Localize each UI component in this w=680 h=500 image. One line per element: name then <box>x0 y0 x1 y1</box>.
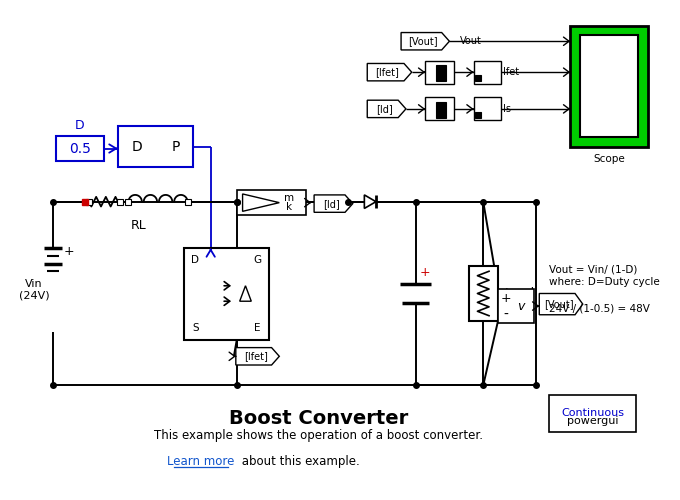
Text: +: + <box>64 246 74 258</box>
Bar <box>425 98 454 120</box>
Text: [Vout]: [Vout] <box>544 299 574 309</box>
Text: Vout: Vout <box>460 36 481 46</box>
Text: D: D <box>74 119 84 132</box>
Polygon shape <box>236 348 279 365</box>
Bar <box>56 136 104 161</box>
Bar <box>580 36 638 137</box>
Text: Load: Load <box>505 287 534 300</box>
Text: m: m <box>284 193 294 203</box>
Text: 0.5: 0.5 <box>69 142 91 156</box>
Text: +: + <box>500 292 511 305</box>
Bar <box>184 248 269 340</box>
Polygon shape <box>364 195 376 208</box>
Bar <box>237 190 307 215</box>
Text: 24V / (1-0.5) = 48V: 24V / (1-0.5) = 48V <box>549 303 650 313</box>
Text: [Id]: [Id] <box>376 104 393 114</box>
Text: Vin
(24V): Vin (24V) <box>18 280 49 301</box>
Text: powergui: powergui <box>566 416 618 426</box>
Text: where: D=Duty cycle: where: D=Duty cycle <box>549 277 660 287</box>
Text: RL: RL <box>131 219 147 232</box>
Text: Learn more: Learn more <box>167 455 235 468</box>
Text: Is: Is <box>503 104 511 114</box>
Text: G: G <box>253 254 261 264</box>
Text: k: k <box>286 202 292 212</box>
Text: Ifet: Ifet <box>503 67 519 77</box>
Polygon shape <box>243 194 279 212</box>
Bar <box>571 26 647 146</box>
Text: [Ifet]: [Ifet] <box>375 67 399 77</box>
Bar <box>118 126 193 167</box>
Text: Boost Converter: Boost Converter <box>229 410 409 428</box>
Bar <box>436 66 445 81</box>
Text: about this example.: about this example. <box>238 455 360 468</box>
Text: [Ifet]: [Ifet] <box>243 352 267 362</box>
Polygon shape <box>314 195 353 212</box>
Bar <box>549 395 636 432</box>
Text: E: E <box>254 324 260 334</box>
Text: Scope: Scope <box>593 154 625 164</box>
Bar <box>436 102 445 118</box>
Polygon shape <box>367 100 406 117</box>
Text: This example shows the operation of a boost converter.: This example shows the operation of a bo… <box>154 429 483 442</box>
Polygon shape <box>539 294 583 315</box>
Text: -: - <box>503 308 508 322</box>
Text: [Vout]: [Vout] <box>409 36 438 46</box>
Text: P: P <box>172 140 180 153</box>
Text: v: v <box>517 300 524 312</box>
Bar <box>473 60 500 84</box>
Bar <box>469 266 498 320</box>
Bar <box>473 98 500 120</box>
Polygon shape <box>239 286 252 301</box>
Polygon shape <box>367 64 411 81</box>
Text: D: D <box>191 254 199 264</box>
Text: Continuous: Continuous <box>561 408 624 418</box>
Bar <box>498 288 534 324</box>
Text: D: D <box>132 140 143 153</box>
Bar <box>425 60 454 84</box>
Text: [Id]: [Id] <box>323 198 340 208</box>
Polygon shape <box>401 32 449 50</box>
Bar <box>475 112 481 117</box>
Bar <box>475 75 481 81</box>
Text: +: + <box>420 266 430 278</box>
Text: S: S <box>192 324 199 334</box>
Text: Vout = Vin/ (1-D): Vout = Vin/ (1-D) <box>549 264 637 274</box>
